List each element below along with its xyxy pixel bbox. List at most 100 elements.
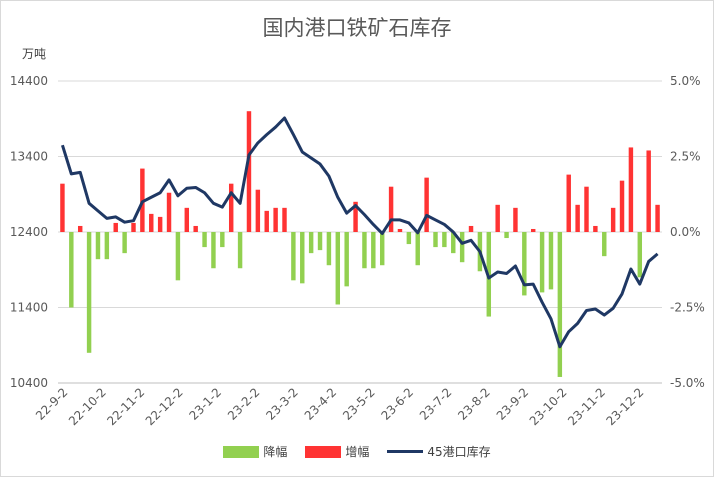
- bar-decrease: [122, 232, 127, 254]
- bar-increase: [468, 225, 474, 232]
- chart-title: 国内港口铁矿石库存: [262, 16, 452, 40]
- y-tick-label-right: 2.5%: [670, 150, 701, 164]
- bar-decrease: [175, 232, 181, 281]
- bar-increase: [566, 174, 571, 232]
- bar-decrease: [202, 232, 207, 248]
- bar-increase: [646, 150, 651, 232]
- bar-increase: [584, 186, 589, 232]
- bar-decrease: [326, 232, 332, 266]
- bar-increase: [513, 207, 518, 232]
- bar-decrease: [442, 232, 447, 248]
- bar-increase: [628, 147, 634, 232]
- y-tick-label-left: 11400: [10, 301, 48, 315]
- bar-increase: [193, 225, 198, 232]
- x-tick-label: 23-3-2: [263, 385, 301, 423]
- y-tick-label-left: 13400: [10, 150, 48, 164]
- bar-decrease: [371, 232, 376, 269]
- bar-decrease: [362, 232, 367, 269]
- x-tick-label: 23-6-2: [378, 385, 416, 423]
- legend-swatch-inventory: [387, 450, 424, 453]
- x-tick-label: 22-12-2: [143, 385, 186, 428]
- x-tick-label: 23-11-2: [565, 385, 608, 428]
- bar-increase: [264, 210, 269, 232]
- bar-decrease: [637, 232, 643, 278]
- chart-legend: 降幅 增幅 45港口库存: [0, 443, 714, 460]
- bar-decrease: [433, 232, 438, 248]
- legend-item-increase: 增幅: [305, 443, 369, 460]
- bar-decrease: [557, 232, 563, 377]
- bar-increase: [246, 111, 252, 232]
- bar-decrease: [504, 232, 509, 239]
- x-tick-label: 22-10-2: [66, 385, 109, 428]
- bar-increase: [530, 228, 536, 232]
- x-tick-label: 23-7-2: [417, 385, 455, 423]
- x-tick-label: 22-11-2: [104, 385, 147, 428]
- bar-decrease: [308, 232, 314, 254]
- bar-increase: [157, 216, 163, 232]
- bar-decrease: [69, 232, 74, 308]
- bar-decrease: [317, 232, 323, 251]
- bar-increase: [113, 222, 118, 232]
- bar-decrease: [291, 232, 296, 281]
- legend-label-decrease: 降幅: [263, 445, 288, 459]
- bar-increase: [77, 225, 83, 232]
- bar-decrease: [379, 232, 385, 266]
- legend-item-inventory: 45港口库存: [387, 443, 491, 460]
- bar-decrease: [602, 232, 607, 257]
- y-tick-label-right: -2.5%: [670, 301, 705, 315]
- bar-increase: [282, 207, 287, 232]
- bar-increase: [273, 207, 278, 232]
- bar-decrease: [86, 232, 92, 353]
- x-tick-label: 23-12-2: [603, 385, 646, 428]
- legend-item-decrease: 降幅: [223, 443, 287, 460]
- x-tick-label: 23-5-2: [340, 385, 378, 423]
- bar-decrease: [335, 232, 341, 305]
- bar-decrease: [406, 232, 412, 245]
- x-tick-label: 23-8-2: [455, 385, 493, 423]
- bar-decrease: [415, 232, 420, 266]
- bar-increase: [424, 177, 429, 232]
- bar-increase: [388, 186, 394, 232]
- bar-decrease: [459, 232, 465, 263]
- legend-label-inventory: 45港口库存: [427, 445, 491, 459]
- bar-increase: [353, 201, 358, 232]
- bar-decrease: [211, 232, 216, 269]
- bar-increase: [166, 192, 172, 232]
- bar-increase: [228, 183, 234, 232]
- bar-decrease: [451, 232, 456, 254]
- bar-increase: [575, 204, 580, 232]
- bar-increase: [131, 222, 136, 232]
- x-tick-label: 22-9-2: [33, 385, 71, 423]
- bar-increase: [60, 183, 65, 232]
- bar-increase: [255, 189, 261, 232]
- bar-decrease: [548, 232, 554, 290]
- y-tick-label-right: 5.0%: [670, 74, 701, 88]
- y-tick-label-right: 0.0%: [670, 225, 701, 239]
- bar-decrease: [300, 232, 305, 284]
- y-axis-unit-label: 万吨: [22, 47, 47, 61]
- bar-decrease: [344, 232, 349, 287]
- bar-increase: [593, 225, 598, 232]
- y-tick-label-left: 14400: [10, 74, 48, 88]
- x-tick-label: 23-1-2: [187, 385, 225, 423]
- bar-decrease: [104, 232, 110, 260]
- bar-decrease: [220, 232, 225, 248]
- legend-swatch-increase: [305, 445, 342, 458]
- bar-decrease: [237, 232, 243, 269]
- bar-increase: [610, 207, 616, 232]
- x-tick-label: 23-2-2: [225, 385, 263, 423]
- y-tick-label-right: -5.0%: [670, 376, 705, 390]
- bar-increase: [655, 204, 660, 232]
- line-inventory: [61, 116, 659, 349]
- bar-decrease: [539, 232, 545, 293]
- legend-label-increase: 增幅: [345, 445, 370, 459]
- y-tick-label-left: 10400: [10, 376, 48, 390]
- x-tick-label: 23-10-2: [527, 385, 570, 428]
- bar-increase: [397, 228, 403, 232]
- bar-increase: [495, 204, 500, 232]
- x-tick-label: 23-4-2: [302, 385, 340, 423]
- y-tick-label-left: 12400: [10, 225, 48, 239]
- bar-increase: [184, 207, 190, 232]
- bar-increase: [619, 180, 625, 232]
